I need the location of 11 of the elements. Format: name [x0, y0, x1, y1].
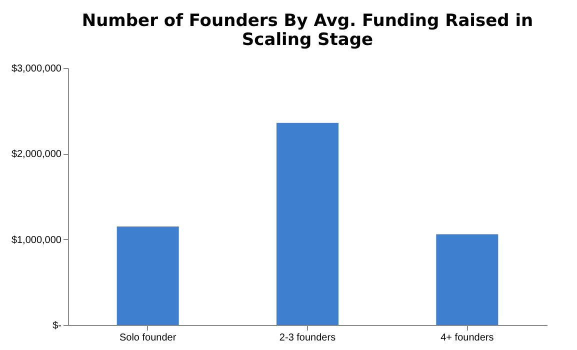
bar — [116, 226, 179, 325]
x-tick-label: Solo founder — [119, 332, 177, 344]
chart-title: Number of Founders By Avg. Funding Raised in Scaling Stage — [82, 11, 534, 50]
bar — [436, 234, 498, 325]
y-tick-label: $3,000,000 — [11, 64, 62, 74]
x-tick-label: 4+ founders — [440, 332, 494, 344]
y-tick-label: $1,000,000 — [11, 234, 62, 246]
x-tick-label: 2-3 founders — [279, 332, 336, 344]
y-tick-label: $2,000,000 — [11, 149, 62, 160]
y-tick-label: $- — [52, 320, 62, 332]
bar — [276, 122, 338, 325]
